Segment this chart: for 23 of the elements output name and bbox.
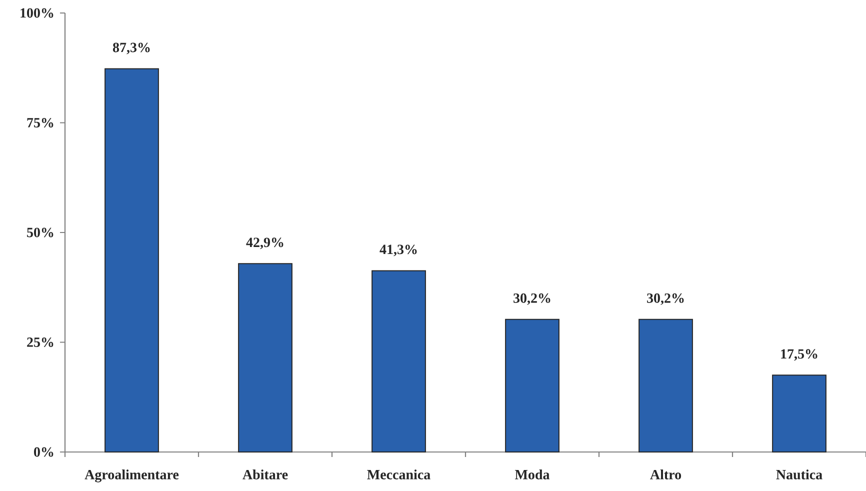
data-label: 87,3% (112, 42, 150, 54)
x-tick-label: Meccanica (367, 470, 430, 480)
bar (372, 270, 426, 452)
x-tick-label: Agroalimentare (84, 470, 179, 482)
y-tick-label: 50% (27, 228, 54, 238)
data-label: 42,9% (246, 238, 284, 250)
y-tick-label: 0% (34, 447, 54, 457)
x-tick-label: Moda (514, 470, 550, 480)
x-tick-label: Altro (650, 470, 682, 480)
data-label: 41,3% (380, 244, 417, 256)
bar (505, 318, 560, 452)
x-tick-label: Abitare (242, 470, 288, 480)
data-label: 30,2% (647, 293, 684, 305)
x-tick-label: Nautica (776, 470, 822, 480)
y-tick-label: 25% (27, 338, 54, 347)
data-label: 30,2% (514, 293, 550, 305)
y-tick-label: 100% (20, 8, 54, 18)
y-tick-label: 75% (27, 118, 54, 128)
bar (638, 318, 693, 452)
bar (238, 263, 292, 452)
bar (104, 68, 159, 452)
data-label: 17,5% (781, 349, 818, 361)
bar (772, 374, 826, 452)
